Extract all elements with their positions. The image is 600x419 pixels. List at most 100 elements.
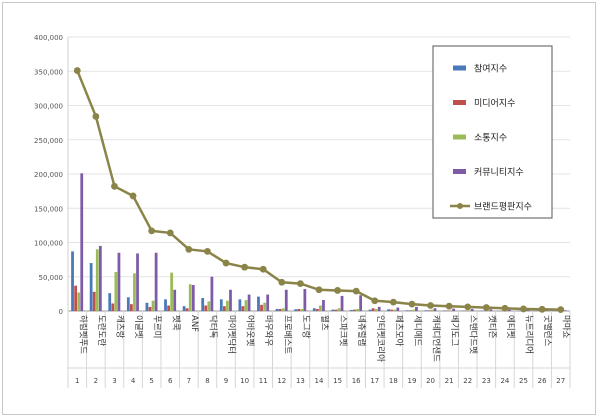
bar xyxy=(111,303,115,311)
bar xyxy=(263,302,266,311)
bar xyxy=(71,251,74,311)
line-point xyxy=(538,305,546,313)
rank-label: 18 xyxy=(389,377,398,385)
bar xyxy=(185,308,189,311)
bar xyxy=(526,309,530,311)
rank-label: 23 xyxy=(482,377,491,385)
bar xyxy=(300,308,304,311)
line-point xyxy=(389,298,397,306)
line-point xyxy=(73,67,81,74)
bar xyxy=(377,306,381,311)
bar xyxy=(238,299,242,311)
category-label: 푸르미 xyxy=(152,315,162,338)
rank-label: 6 xyxy=(168,377,173,385)
bar xyxy=(201,297,205,311)
category-label: 이글벳 xyxy=(133,315,144,339)
bar xyxy=(356,308,359,311)
line-point xyxy=(241,263,249,271)
y-tick-label: 100,000 xyxy=(34,240,63,248)
bar xyxy=(170,272,174,311)
legend-box xyxy=(432,45,553,219)
bar xyxy=(387,309,391,311)
bar xyxy=(222,306,226,311)
bar xyxy=(133,273,136,311)
chart-frame: 0 50,000 100,000 150,000 200,000 250,000 300,0… xyxy=(2,2,596,415)
bar xyxy=(164,299,167,311)
bar xyxy=(92,291,96,311)
bar xyxy=(151,300,155,311)
bar xyxy=(424,310,428,311)
line-point xyxy=(352,287,360,295)
rank-label: 12 xyxy=(277,377,286,385)
line-point xyxy=(520,305,527,313)
category-label: ANF xyxy=(189,315,199,332)
bar xyxy=(154,252,158,311)
bar xyxy=(563,310,567,311)
category-label: 어바웃펫 xyxy=(245,315,256,346)
rank-label: 11 xyxy=(259,377,268,385)
legend-marker xyxy=(457,203,463,209)
bar xyxy=(340,295,344,311)
bar xyxy=(430,309,434,311)
line-point xyxy=(482,304,490,311)
bar xyxy=(350,309,353,311)
bar xyxy=(114,271,118,311)
bar xyxy=(396,307,400,311)
rank-label: 17 xyxy=(370,377,379,385)
brand-reputation-chart: 0 50,000 100,000 150,000 200,000 250,000 300,0… xyxy=(2,2,596,415)
rank-label: 13 xyxy=(296,377,305,385)
line-point xyxy=(297,280,304,287)
y-tick-label: 400,000 xyxy=(34,34,63,42)
bar xyxy=(433,308,437,311)
bar xyxy=(393,309,397,311)
y-tick-label: 50,000 xyxy=(39,274,64,282)
bar xyxy=(337,308,341,311)
bar xyxy=(319,305,322,311)
bar xyxy=(467,310,471,311)
category-label: 캐츠랑 xyxy=(114,315,125,339)
bar xyxy=(275,308,279,311)
line-point xyxy=(445,302,453,310)
bar xyxy=(226,300,229,311)
rank-label: 5 xyxy=(149,377,153,385)
legend-label: 소통지수 xyxy=(474,133,507,144)
line-point xyxy=(334,287,341,294)
bar xyxy=(294,309,298,311)
bar xyxy=(108,293,112,311)
rank-label: 22 xyxy=(463,377,472,385)
rank-label: 27 xyxy=(556,377,565,385)
rank-label: 10 xyxy=(240,377,249,385)
category-label: 마이펫닥터 xyxy=(226,315,237,354)
bar xyxy=(219,299,223,311)
rank-label: 25 xyxy=(519,377,528,385)
legend-swatch xyxy=(453,134,466,140)
bar xyxy=(136,253,139,311)
bar xyxy=(89,263,93,311)
y-tick-label: 200,000 xyxy=(34,171,63,179)
rank-label: 1 xyxy=(75,377,79,385)
bar xyxy=(229,289,232,311)
bar xyxy=(257,296,260,311)
bar xyxy=(204,305,208,311)
line-point xyxy=(315,286,323,294)
bar xyxy=(334,309,338,311)
legend-swatch xyxy=(453,100,466,105)
bar xyxy=(247,294,251,311)
bar xyxy=(182,306,186,311)
bar xyxy=(446,310,449,311)
bar xyxy=(415,306,418,311)
line-point xyxy=(371,297,379,305)
line-point xyxy=(408,300,416,308)
bar xyxy=(368,309,372,311)
bar xyxy=(188,284,192,311)
bar xyxy=(281,308,285,311)
line-point xyxy=(111,182,118,190)
axes: 0 50,000 100,000 150,000 200,000 250,000 300,0… xyxy=(34,34,571,388)
category-label: 하림펫푸드 xyxy=(77,315,88,354)
y-tick-label: 300,000 xyxy=(34,103,63,111)
bar xyxy=(145,302,149,311)
line-point xyxy=(185,245,193,253)
line-point xyxy=(259,265,267,273)
bar xyxy=(207,301,211,311)
